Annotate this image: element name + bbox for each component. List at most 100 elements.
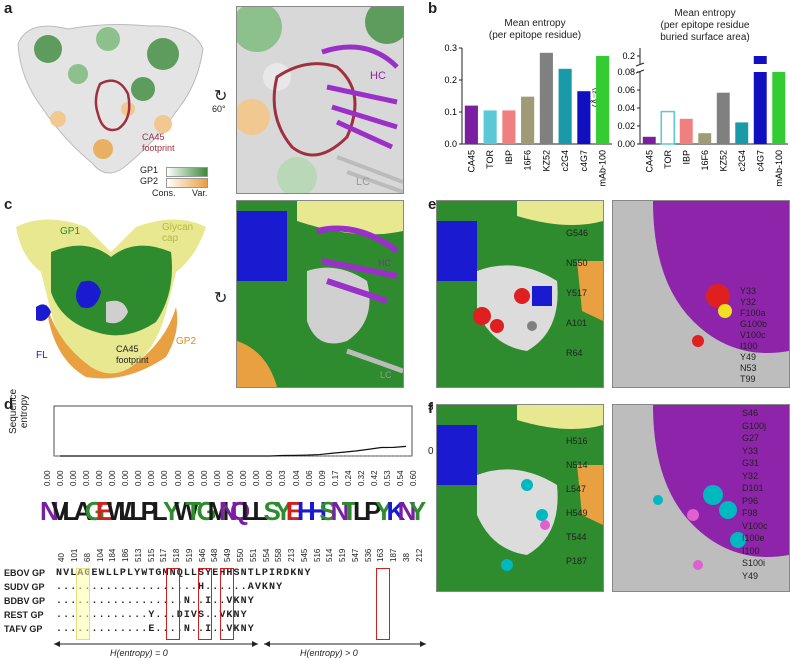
residue-position: 68 bbox=[82, 553, 92, 562]
panel-label-e: e bbox=[428, 196, 437, 213]
entropy-value: 0.00 bbox=[81, 470, 91, 486]
residue-label: P187 bbox=[566, 556, 588, 566]
panel-f-left bbox=[436, 404, 604, 592]
glycan-cap-label: Glycan cap bbox=[162, 222, 194, 244]
residue-label: I100 bbox=[740, 341, 758, 351]
entropy-value: 0.06 bbox=[304, 470, 314, 486]
panel-label-b: b bbox=[428, 0, 438, 17]
b1-bar-mAb-100 bbox=[596, 56, 610, 144]
logo-letter: E bbox=[95, 496, 114, 526]
residue-position: 517 bbox=[159, 548, 169, 562]
b2-bar-TOR bbox=[660, 110, 675, 145]
entropy-value: 0.00 bbox=[121, 470, 131, 486]
residue-label: G27 bbox=[742, 433, 760, 443]
rotation-label-a: 60° bbox=[212, 104, 226, 114]
residue-label: G100b bbox=[740, 319, 768, 329]
residue-label: F100a bbox=[740, 308, 766, 318]
b2-ytick-label: 0.06 bbox=[617, 85, 635, 95]
residue-label: L547 bbox=[566, 484, 587, 494]
alignment-row-sequence: ....................H......AVKNY bbox=[56, 582, 284, 593]
b2-ytick-label: 0.08 bbox=[617, 67, 635, 77]
residue-position: 163 bbox=[376, 548, 386, 562]
alignment-row-name: BDBV GP bbox=[4, 596, 46, 606]
b2-category-label: c4G7 bbox=[755, 150, 765, 172]
logo-letter: L bbox=[252, 496, 269, 526]
entropy-value: 0.00 bbox=[173, 470, 183, 486]
residue-label: G31 bbox=[742, 458, 760, 468]
residue-position: 186 bbox=[121, 548, 131, 562]
entropy-ylabel: Sequence entropy bbox=[8, 388, 30, 434]
panel-label-d: d bbox=[4, 396, 14, 413]
residue-position: 548 bbox=[210, 548, 220, 562]
residue-label: Y517 bbox=[566, 288, 588, 298]
alignment-row-sequence: ..................N..I..VKNY bbox=[56, 596, 255, 607]
entropy-value: 0.00 bbox=[252, 470, 262, 486]
gp1-label-c: GP1 bbox=[60, 226, 81, 237]
b2-bar-IBP bbox=[679, 118, 693, 144]
residue-label: V100c bbox=[742, 520, 768, 531]
alignment-row-sequence: .............E....N..I..VKNY bbox=[56, 624, 255, 635]
entropy-value: 0.00 bbox=[147, 470, 157, 486]
h-zero-label: H(entropy) = 0 bbox=[110, 648, 168, 658]
entropy-value: 0.42 bbox=[370, 470, 380, 486]
logo-letter: P bbox=[364, 496, 382, 526]
logo-letter: N bbox=[218, 496, 238, 526]
residue-label: H549 bbox=[566, 508, 588, 518]
logo-letter: G bbox=[196, 496, 217, 526]
alignment-row-sequence: NVLAGEWLLPLYWTGMNQLLSYEHHSNTLPIRDKNY bbox=[56, 568, 312, 579]
chart-b1: 0.0 0.1 0.2 0.3 CA45 TOR IBP 16F6 KZ52 c2G4 c4G7 mA… bbox=[444, 43, 612, 187]
alignment-row-name: SUDV GP bbox=[4, 582, 45, 592]
residue-label: T99 bbox=[740, 374, 756, 384]
rotation-icon: ↻ bbox=[214, 88, 228, 105]
b2-bar-upper-c4G7 bbox=[753, 56, 767, 64]
logo-letter: H bbox=[297, 496, 316, 526]
footprint-label-c: CA45 footprint bbox=[116, 344, 149, 365]
panel-label-a: a bbox=[4, 0, 13, 17]
residue-position: 184 bbox=[108, 548, 118, 562]
entropy-value: 0.00 bbox=[186, 470, 196, 486]
b2-ytick-label: 0.00 bbox=[617, 139, 635, 149]
panel-e-right bbox=[612, 200, 790, 388]
entropy-value: 0.17 bbox=[330, 470, 340, 486]
b2-category-label: TOR bbox=[663, 150, 673, 169]
logo-letter: Y bbox=[162, 496, 181, 526]
entropy-value: 0.00 bbox=[55, 470, 65, 486]
residue-label: Y33 bbox=[740, 286, 757, 296]
entropy-line-chart bbox=[53, 405, 413, 457]
entropy-value: 0.60 bbox=[409, 470, 419, 486]
residue-label: I100 bbox=[742, 545, 760, 556]
logo-letter: L bbox=[352, 496, 369, 526]
b2-bar-c2G4 bbox=[735, 122, 749, 144]
logo-letter: G bbox=[84, 496, 105, 526]
legend-gp2-gradient bbox=[166, 178, 208, 188]
panel-f-right bbox=[612, 404, 790, 592]
residue-label: H516 bbox=[566, 436, 588, 446]
residue-position: 546 bbox=[197, 548, 207, 562]
residue-label: V100c bbox=[740, 330, 766, 340]
alignment-row-name: REST GP bbox=[4, 610, 44, 620]
chart1-title: Mean entropy (per epitope residue) bbox=[488, 18, 582, 41]
entropy-value: 0.09 bbox=[317, 470, 327, 486]
lc-label-c: LC bbox=[380, 370, 392, 380]
chart-b2: 0.00 0.02 0.04 0.06 0.08 0.2 CA45 TOR IBP 16F6 KZ5… bbox=[617, 48, 788, 187]
entropy-value: 0.04 bbox=[291, 470, 301, 486]
logo-letter: Y bbox=[408, 496, 427, 526]
entropy-value: 0.53 bbox=[383, 470, 393, 486]
chart2-title: Mean entropy (per epitope residue buried… bbox=[660, 8, 750, 43]
b1-category-label: KZ52 bbox=[541, 150, 551, 172]
fl-label-c: FL bbox=[36, 350, 48, 361]
b1-ytick-label: 0.2 bbox=[444, 75, 457, 85]
logo-letter: W bbox=[107, 496, 132, 526]
b2-bar-KZ52 bbox=[716, 92, 730, 144]
logo-letter: H bbox=[308, 496, 328, 526]
b2-category-label: KZ52 bbox=[718, 150, 728, 172]
residue-position: 558 bbox=[274, 548, 284, 562]
logo-letter: L bbox=[151, 496, 168, 526]
b2-category-label: c2G4 bbox=[737, 150, 747, 172]
panel-label-c: c bbox=[4, 196, 13, 213]
b1-category-label: 16F6 bbox=[523, 150, 533, 171]
residue-position: 519 bbox=[184, 548, 194, 562]
residue-label: Y32 bbox=[742, 470, 759, 481]
logo-letter: N bbox=[397, 496, 417, 526]
entropy-series-line bbox=[60, 445, 407, 457]
